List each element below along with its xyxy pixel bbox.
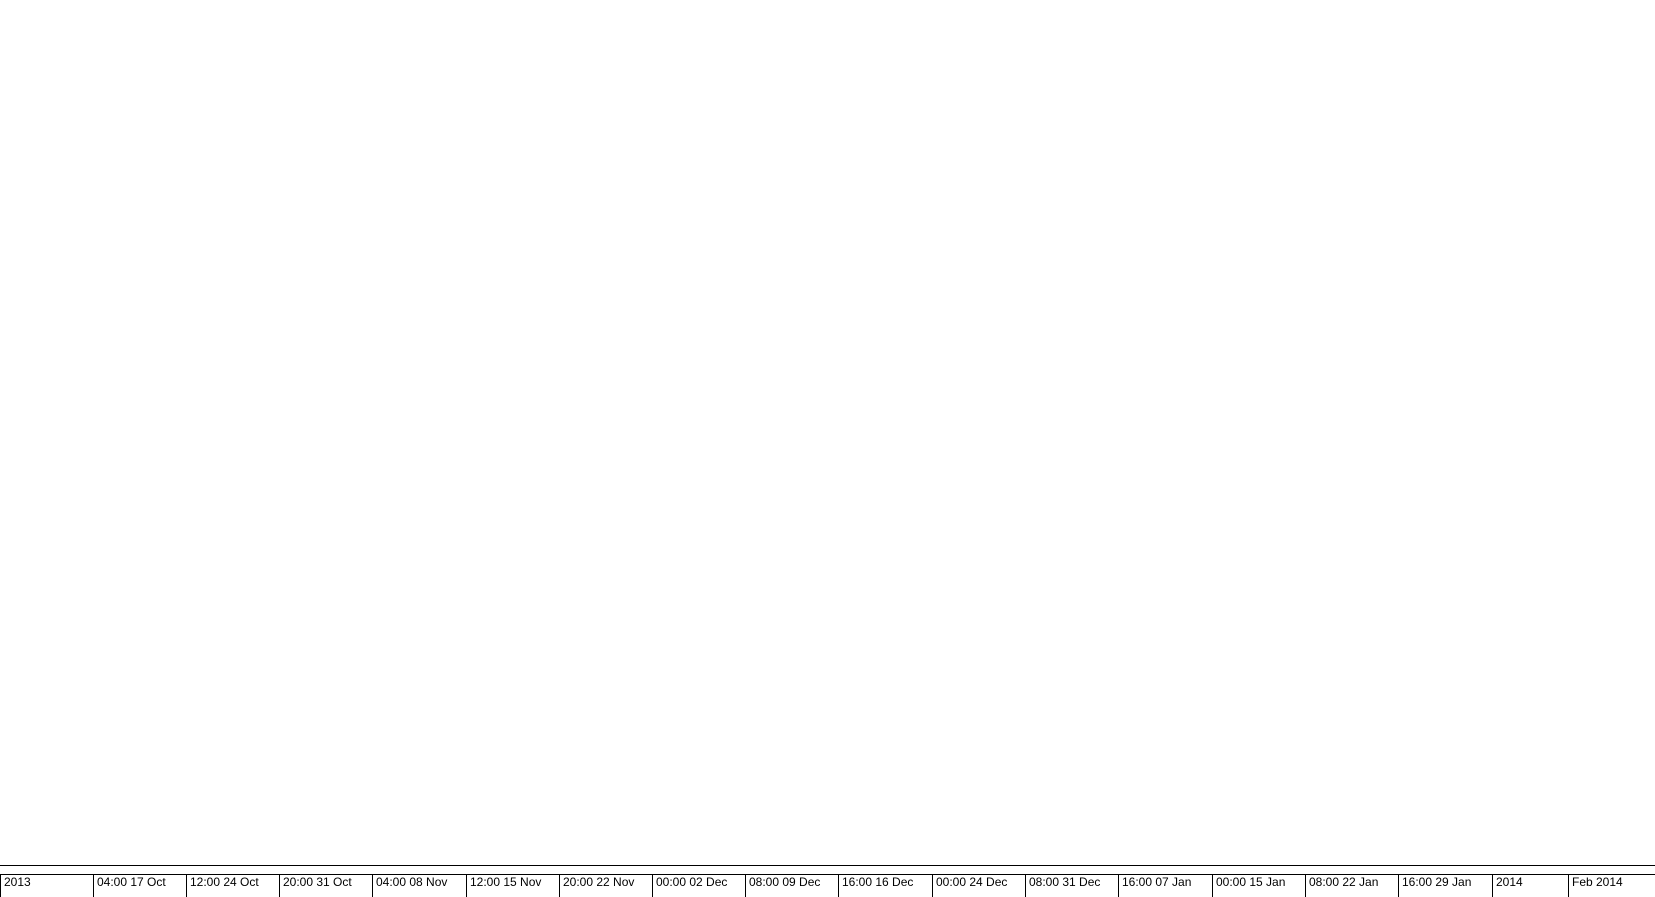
time-axis-label: 20:00 22 Nov bbox=[559, 875, 634, 897]
time-axis-label: 12:00 15 Nov bbox=[466, 875, 541, 897]
time-axis-label: 00:00 15 Jan bbox=[1212, 875, 1285, 897]
time-axis-label: 00:00 24 Dec bbox=[932, 875, 1007, 897]
time-axis-label: 08:00 09 Dec bbox=[745, 875, 820, 897]
time-axis-label: 04:00 17 Oct bbox=[93, 875, 166, 897]
time-axis-label: 08:00 31 Dec bbox=[1025, 875, 1100, 897]
time-axis-label: 2013 bbox=[0, 875, 31, 897]
time-axis-label: 2014 bbox=[1492, 875, 1523, 897]
time-axis-label: 16:00 16 Dec bbox=[838, 875, 913, 897]
time-axis[interactable]: 2013 04:00 17 Oct 12:00 24 Oct 20:00 31 Oct… bbox=[0, 865, 1655, 897]
time-axis-label: 12:00 24 Oct bbox=[186, 875, 259, 897]
time-axis-label: 20:00 31 Oct bbox=[279, 875, 352, 897]
time-axis-ruler bbox=[0, 874, 1655, 875]
time-axis-label: 08:00 22 Jan bbox=[1305, 875, 1378, 897]
time-axis-label: Feb 2014 bbox=[1568, 875, 1623, 897]
time-axis-label: 00:00 02 Dec bbox=[652, 875, 727, 897]
time-axis-label: 04:00 08 Nov bbox=[372, 875, 447, 897]
time-axis-label: 16:00 07 Jan bbox=[1118, 875, 1191, 897]
time-axis-label: 16:00 29 Jan bbox=[1398, 875, 1471, 897]
